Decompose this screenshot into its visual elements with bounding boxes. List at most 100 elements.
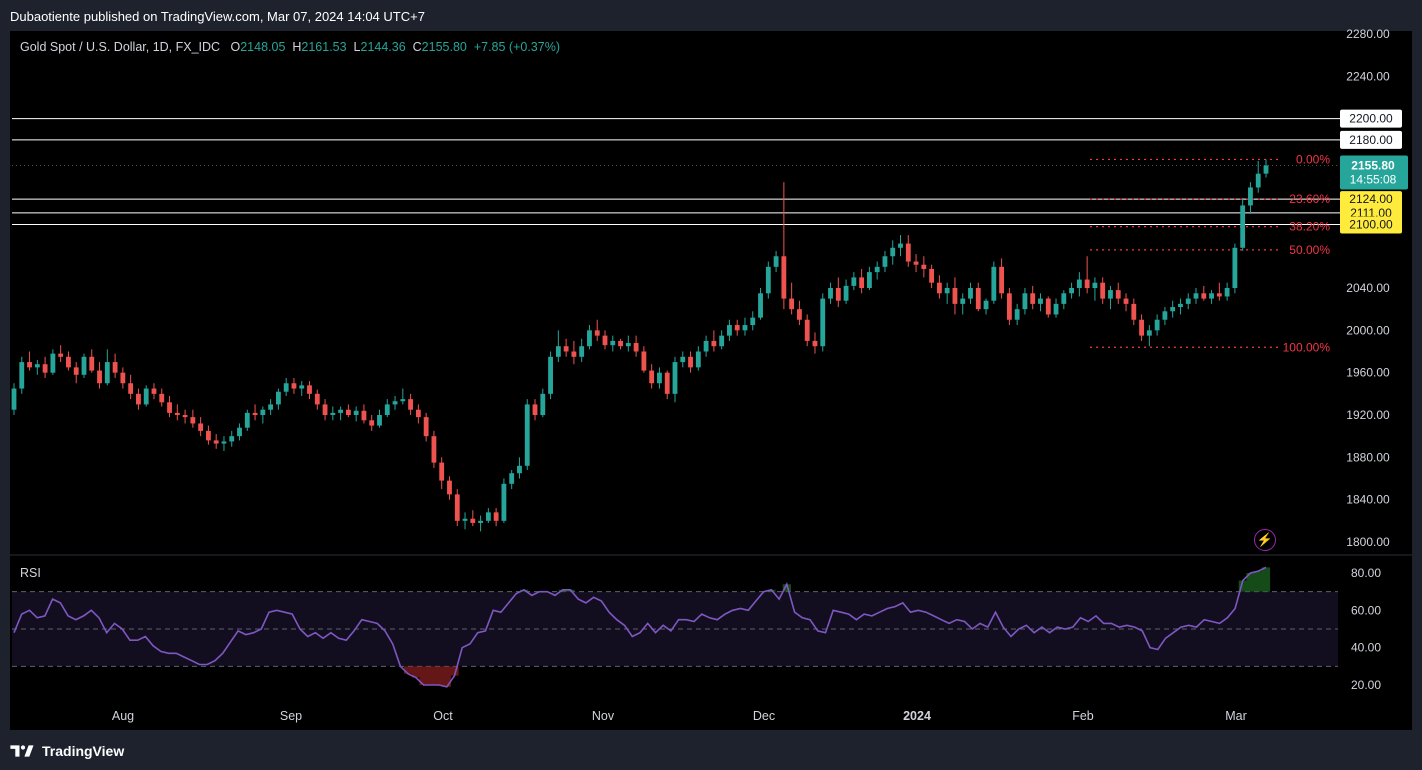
- candle-body: [727, 325, 732, 336]
- candle-body: [112, 362, 118, 373]
- tradingview-text: TradingView: [42, 743, 125, 759]
- candle-body: [136, 393, 141, 405]
- candle-body: [415, 409, 421, 418]
- level-tag-text: 2180.00: [1349, 133, 1393, 147]
- candle-body: [1006, 293, 1012, 320]
- candle-body: [517, 465, 522, 474]
- candle-body: [1224, 288, 1230, 297]
- candle-body: [625, 343, 631, 347]
- candle-body: [1263, 165, 1269, 174]
- candle-body: [968, 288, 973, 299]
- fib-retracement[interactable]: 0.00% 23.60% 38.20% 50.00% 100.00%: [1090, 152, 1330, 354]
- candle-body: [1108, 290, 1113, 299]
- level-tag: [1340, 130, 1402, 149]
- candle-body: [408, 399, 414, 410]
- time-label: Sep: [280, 709, 302, 723]
- level-tag: [1340, 191, 1402, 209]
- candle-body: [252, 412, 258, 415]
- candle-body: [672, 362, 678, 394]
- price-tick: 2000.00: [1346, 323, 1390, 337]
- last-price-tag: [1340, 155, 1408, 190]
- fib-label: 50.00%: [1289, 243, 1330, 257]
- candle-body: [633, 343, 639, 352]
- candle-body: [734, 325, 740, 331]
- candle-body: [1139, 319, 1144, 336]
- candle-body: [485, 512, 491, 521]
- candle-body: [377, 415, 382, 426]
- candle-body: [361, 410, 367, 421]
- candle-body: [1076, 279, 1082, 288]
- price-axis[interactable]: 2280.00 2240.00 2040.00 2000.00 1960.00 1920.…: [1340, 27, 1408, 549]
- candle-body: [820, 298, 826, 347]
- tradingview-logo[interactable]: TradingView: [10, 741, 124, 761]
- candle-body: [797, 309, 802, 320]
- candle-body: [828, 288, 833, 299]
- candle-body: [1185, 298, 1191, 304]
- candle-body: [447, 480, 452, 495]
- candle-body: [859, 277, 865, 288]
- candle-body: [478, 520, 483, 523]
- candle-body: [299, 385, 305, 389]
- candle-body: [42, 364, 48, 373]
- candle-body: [392, 401, 398, 405]
- candle-body: [470, 518, 476, 523]
- candle-body: [322, 404, 328, 415]
- symbol-name[interactable]: Gold Spot / U.S. Dollar, 1D, FX_IDC: [20, 40, 221, 54]
- candle-body: [1045, 298, 1051, 315]
- rsi-oversold-fill: [404, 666, 459, 687]
- candle-body: [182, 415, 188, 418]
- candle-body: [960, 298, 966, 304]
- open-value: 2148.05: [240, 40, 286, 54]
- candle-body: [1061, 293, 1067, 304]
- fib-label: 38.20%: [1289, 220, 1330, 234]
- publisher-line: Dubaotiente published on TradingView.com…: [10, 9, 425, 24]
- candle-body: [275, 391, 281, 405]
- fib-label: 100.00%: [1283, 340, 1331, 354]
- candle-body: [890, 247, 896, 257]
- fib-label: 23.60%: [1289, 192, 1330, 206]
- candle-body: [128, 383, 134, 394]
- candle-body: [174, 412, 180, 415]
- level-tag: [1340, 216, 1402, 234]
- lightning-icon[interactable]: ⚡: [1254, 529, 1276, 551]
- candle-body: [1100, 282, 1106, 299]
- candle-body: [758, 293, 763, 318]
- candle-body: [789, 298, 795, 310]
- candle-body: [283, 383, 289, 392]
- candle-body: [229, 436, 235, 442]
- candle-body: [610, 340, 616, 346]
- candle-body: [501, 483, 507, 521]
- candle-body: [205, 430, 211, 441]
- candle-body: [1154, 319, 1160, 331]
- publisher-bar: Dubaotiente published on TradingView.com…: [0, 0, 1422, 32]
- candle-body: [244, 412, 250, 428]
- candle-body: [563, 346, 569, 352]
- countdown-text: 14:55:08: [1350, 172, 1397, 186]
- level-tag-text: 2200.00: [1349, 112, 1393, 126]
- candle-body: [73, 367, 79, 375]
- candle-body: [221, 441, 227, 444]
- rsi-title[interactable]: RSI: [20, 566, 41, 580]
- last-price-text: 2155.80: [1351, 158, 1395, 172]
- candle-body: [1131, 303, 1137, 320]
- candle-body: [851, 277, 857, 286]
- candle-body: [213, 440, 219, 444]
- candle-body: [711, 340, 717, 347]
- candle-body: [198, 423, 204, 431]
- rsi-tick: 80.00: [1351, 566, 1381, 580]
- rsi-line: [13, 566, 1267, 688]
- candle-body: [649, 370, 655, 384]
- candles: [11, 159, 1269, 532]
- candle-body: [812, 340, 818, 347]
- candle-body: [540, 393, 546, 415]
- time-label: Dec: [753, 709, 775, 723]
- high-value: 2161.53: [301, 40, 347, 54]
- candle-body: [999, 266, 1005, 294]
- candle-body: [1216, 293, 1222, 297]
- candle-body: [983, 300, 989, 310]
- candle-body: [454, 494, 460, 521]
- time-label: Mar: [1225, 709, 1247, 723]
- candle-body: [1193, 293, 1199, 299]
- candle-body: [81, 356, 87, 375]
